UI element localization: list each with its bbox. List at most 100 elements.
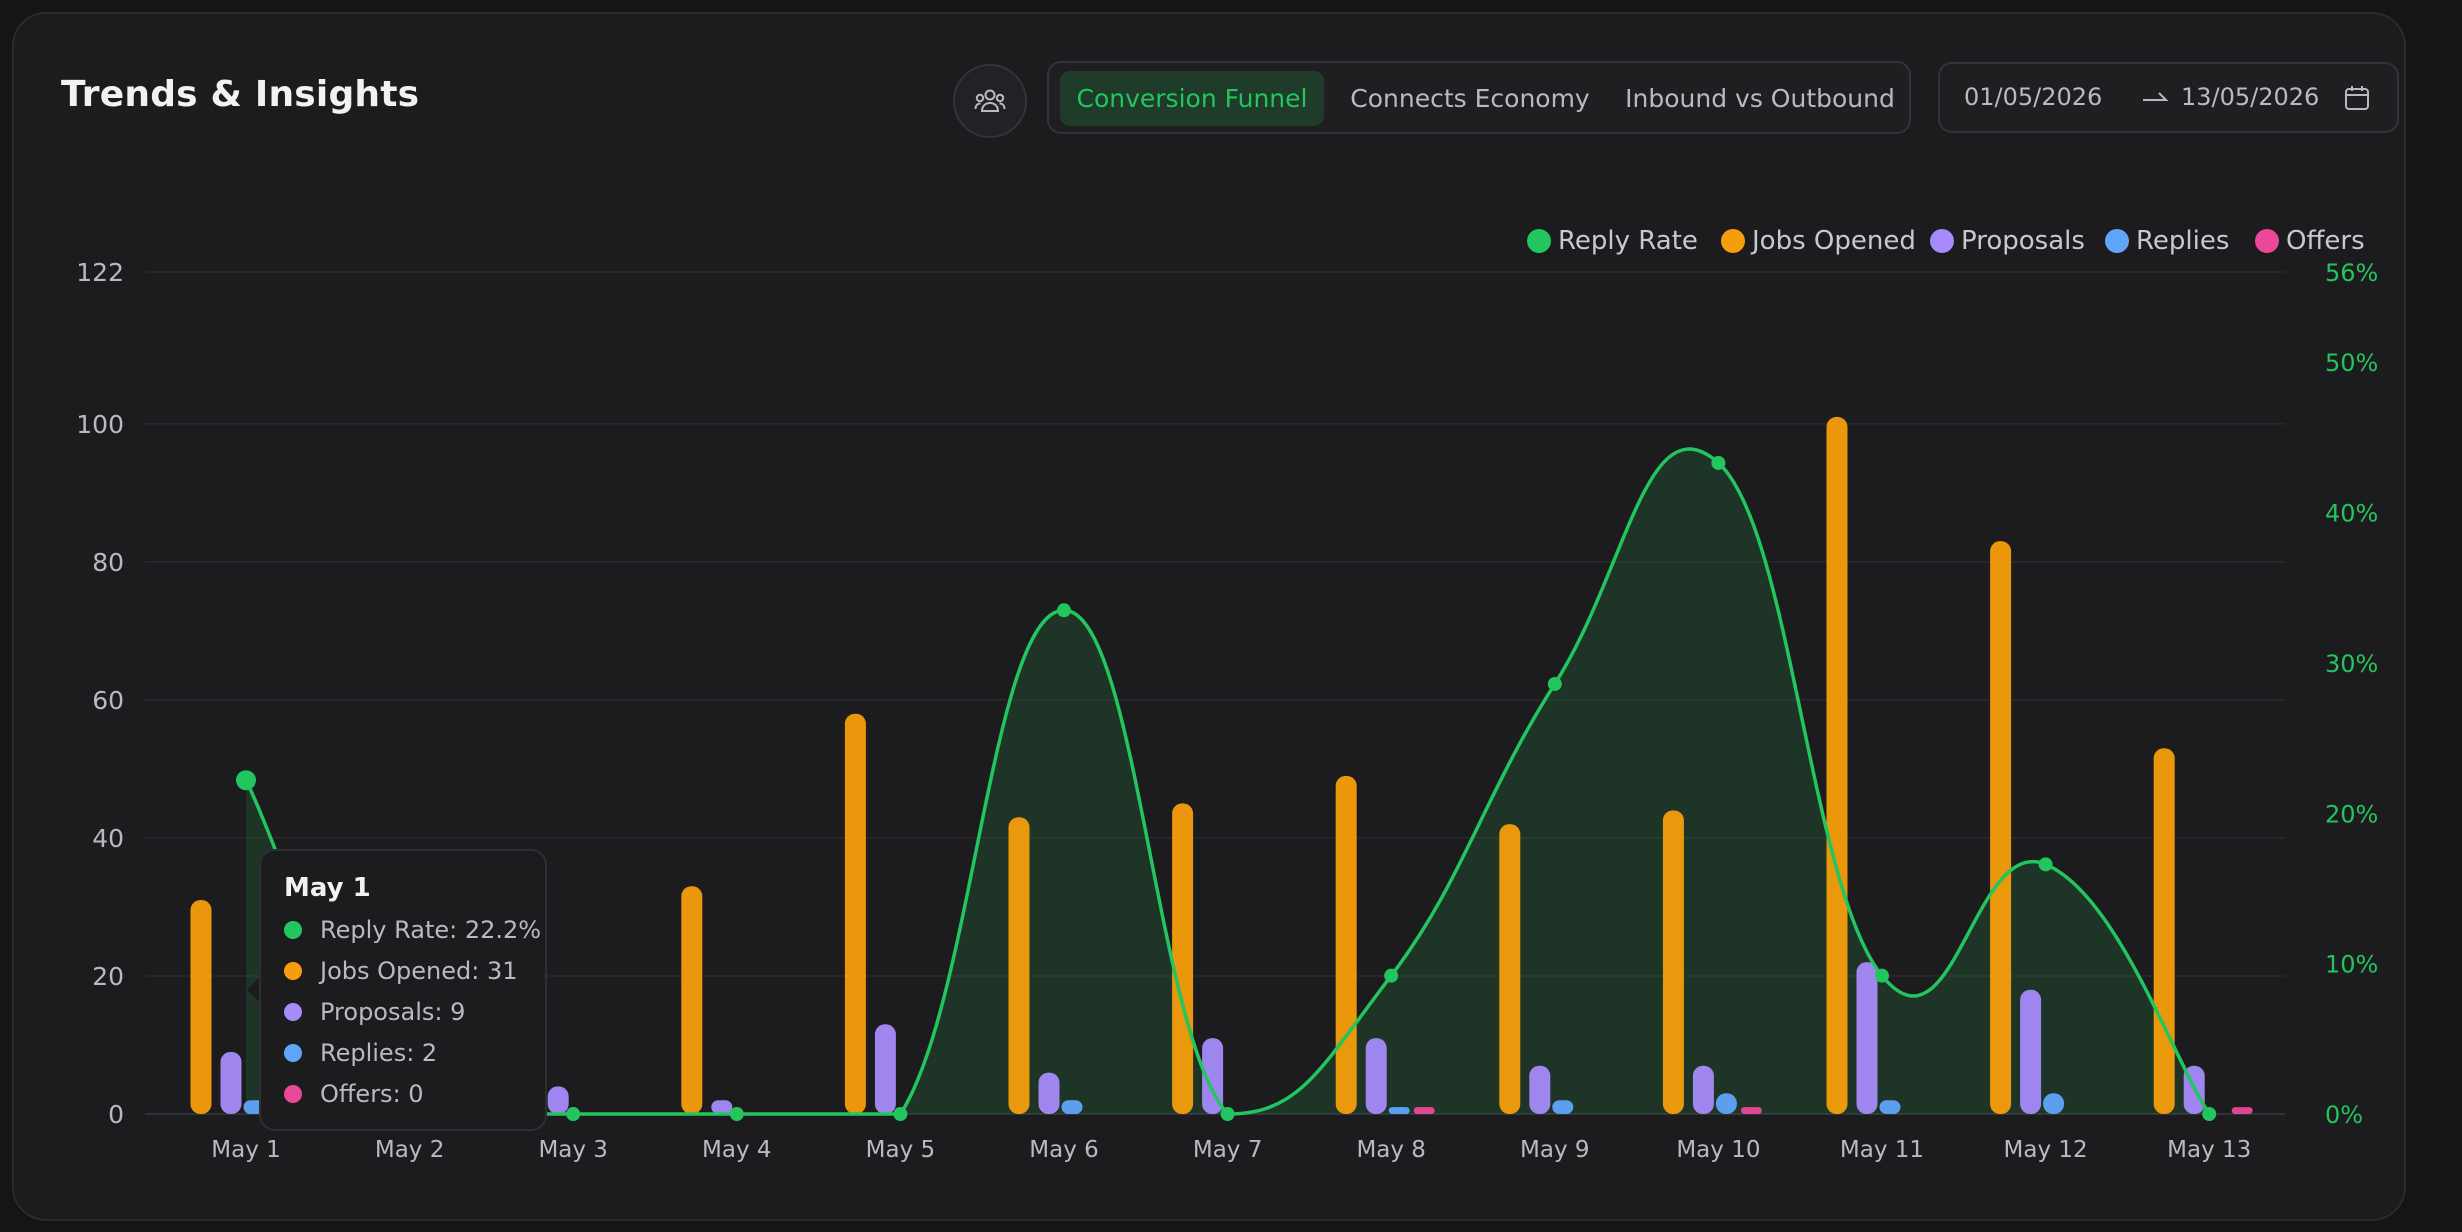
reply-rate-point (566, 1107, 581, 1121)
bar-proposals (1202, 1038, 1224, 1114)
tooltip-row-label: Reply Rate: 22.2% (320, 916, 542, 944)
bar-proposals (874, 1024, 896, 1114)
team-icon (974, 89, 1006, 112)
bar-jobs-opened (681, 886, 703, 1114)
y-right-tick-label: 0% (2325, 1101, 2363, 1129)
bar-proposals (1365, 1038, 1387, 1114)
x-tick-label: May 7 (1193, 1137, 1263, 1163)
legend-dot-icon (2105, 229, 2129, 253)
legend-label: Offers (2286, 226, 2365, 256)
legend-item-jobs-opened[interactable]: Jobs Opened (1721, 225, 1916, 257)
reply-rate-point (2202, 1107, 2217, 1121)
bar-jobs-opened (1990, 541, 2012, 1114)
bar-jobs-opened (1662, 810, 1684, 1114)
reply-rate-point (1057, 603, 1071, 618)
bar-replies (1061, 1100, 1083, 1114)
tooltip-row-offers: Offers: 0 (284, 1079, 424, 1109)
legend-dot-icon (1527, 229, 1551, 253)
tab-conversion-funnel[interactable]: Conversion Funnel (1060, 71, 1324, 126)
x-tick-label: May 3 (538, 1137, 608, 1163)
reply-rate-point (729, 1107, 744, 1121)
reply-rate-point (2038, 857, 2053, 872)
y-left-tick-label: 0 (108, 1100, 124, 1129)
tooltip-row-label: Proposals: 9 (320, 998, 466, 1026)
bar-replies (1388, 1107, 1410, 1114)
legend-item-reply-rate[interactable]: Reply Rate (1527, 225, 1698, 257)
team-filter-button[interactable] (953, 64, 1027, 138)
x-tick-label: May 5 (866, 1137, 936, 1163)
legend-item-proposals[interactable]: Proposals (1930, 225, 2085, 257)
date-from[interactable]: 01/05/2026 (1964, 83, 2103, 111)
x-tick-label: May 12 (2004, 1137, 2088, 1163)
x-tick-label: May 4 (702, 1137, 772, 1163)
bar-replies (1715, 1093, 1737, 1114)
tooltip-dot-icon (284, 1044, 302, 1062)
y-right-tick-label: 56% (2325, 259, 2378, 287)
reply-rate-point (1384, 968, 1399, 983)
bar-jobs-opened (190, 900, 212, 1114)
legend-dot-icon (1930, 229, 1954, 253)
reply-rate-point (1711, 455, 1726, 470)
tooltip-row-reply-rate: Reply Rate: 22.2% (284, 915, 541, 945)
y-right-tick-label: 30% (2325, 650, 2378, 678)
tooltip-row-replies: Replies: 2 (284, 1038, 437, 1068)
y-left-tick-label: 122 (76, 258, 124, 287)
y-right-tick-label: 50% (2325, 349, 2378, 377)
bar-proposals (1856, 962, 1878, 1114)
tab-inbound-vs-outbound[interactable]: Inbound vs Outbound (1625, 84, 1895, 113)
bar-proposals (1038, 1072, 1060, 1114)
legend-label: Replies (2136, 226, 2230, 256)
tooltip-dot-icon (284, 1085, 302, 1103)
date-range-picker[interactable]: 01/05/2026 13/05/2026 (1938, 62, 2399, 133)
bar-jobs-opened (2153, 748, 2175, 1114)
bar-offers (2231, 1107, 2253, 1114)
y-right-tick-label: 20% (2325, 800, 2378, 828)
y-left-tick-label: 80 (92, 548, 124, 577)
date-to[interactable]: 13/05/2026 (2181, 83, 2320, 111)
legend-item-offers[interactable]: Offers (2255, 225, 2365, 257)
bar-jobs-opened (1008, 817, 1030, 1114)
tab-connects-economy[interactable]: Connects Economy (1350, 84, 1590, 113)
x-tick-label: May 11 (1840, 1137, 1924, 1163)
legend-dot-icon (2255, 229, 2279, 253)
range-arrow-icon (2143, 92, 2169, 101)
bar-proposals (1529, 1065, 1551, 1114)
x-tick-label: May 2 (375, 1137, 445, 1163)
bar-proposals (1692, 1065, 1714, 1114)
x-tick-label: May 13 (2167, 1137, 2251, 1163)
tooltip-row-label: Offers: 0 (320, 1080, 424, 1108)
bar-proposals (711, 1100, 733, 1114)
x-tick-label: May 9 (1520, 1137, 1590, 1163)
reply-rate-point (1220, 1107, 1235, 1121)
bar-proposals (547, 1086, 569, 1114)
bar-jobs-opened (844, 713, 866, 1114)
x-tick-label: May 10 (1676, 1137, 1760, 1163)
tooltip-dot-icon (284, 1003, 302, 1021)
bar-replies (2043, 1093, 2065, 1114)
tooltip-dot-icon (284, 921, 302, 939)
chart-tabs: Conversion Funnel Connects Economy Inbou… (1047, 61, 1911, 134)
chart-tooltip: May 1 Reply Rate: 22.2% Jobs Opened: 31 … (259, 849, 547, 1131)
legend-item-replies[interactable]: Replies (2105, 225, 2229, 257)
legend-label: Reply Rate (1558, 226, 1698, 256)
calendar-icon[interactable] (2343, 84, 2371, 112)
bar-jobs-opened (1499, 824, 1521, 1114)
tooltip-dot-icon (284, 962, 302, 980)
legend-dot-icon (1721, 229, 1745, 253)
bar-offers (1413, 1107, 1435, 1114)
bar-proposals (220, 1051, 242, 1114)
x-tick-label: May 6 (1029, 1137, 1099, 1163)
legend-label: Jobs Opened (1752, 226, 1916, 256)
reply-rate-point (1875, 968, 1889, 983)
bar-proposals (2020, 989, 2042, 1114)
reply-rate-area (246, 449, 2210, 1114)
reply-rate-point (236, 770, 256, 791)
x-tick-label: May 1 (211, 1137, 281, 1163)
y-right-tick-label: 40% (2325, 500, 2378, 528)
bar-jobs-opened (1826, 416, 1848, 1114)
y-left-tick-label: 60 (92, 686, 124, 715)
tooltip-row-proposals: Proposals: 9 (284, 997, 465, 1027)
bar-replies (1552, 1100, 1574, 1114)
reply-rate-point (1547, 676, 1562, 691)
bar-offers (1740, 1107, 1762, 1114)
